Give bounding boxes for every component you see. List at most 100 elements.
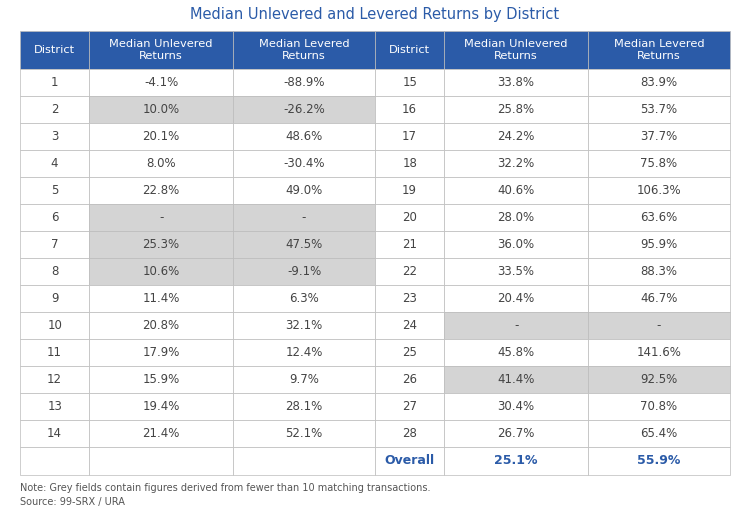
Text: Median Levered
Returns: Median Levered Returns xyxy=(259,39,350,61)
Text: 30.4%: 30.4% xyxy=(497,400,535,413)
Text: Overall: Overall xyxy=(385,455,435,467)
Text: 20.1%: 20.1% xyxy=(142,130,180,143)
Text: 8: 8 xyxy=(51,265,58,278)
Bar xyxy=(444,204,588,231)
Text: 83.9%: 83.9% xyxy=(640,76,677,89)
Text: 24: 24 xyxy=(402,319,417,332)
Text: Median Unlevered
Returns: Median Unlevered Returns xyxy=(110,39,213,61)
Bar xyxy=(20,420,89,447)
Text: 22.8%: 22.8% xyxy=(142,184,180,197)
Bar xyxy=(89,420,233,447)
Bar xyxy=(20,339,89,366)
Bar xyxy=(375,69,444,96)
Text: 32.2%: 32.2% xyxy=(497,157,535,170)
Text: 9.7%: 9.7% xyxy=(289,373,319,386)
Text: 3: 3 xyxy=(51,130,58,143)
Bar xyxy=(375,366,444,393)
Text: 25: 25 xyxy=(402,346,417,359)
Bar xyxy=(588,285,730,312)
Text: 6: 6 xyxy=(51,211,58,224)
Bar xyxy=(89,447,233,475)
Text: -: - xyxy=(514,319,518,332)
Text: -: - xyxy=(302,211,306,224)
Bar xyxy=(444,366,588,393)
Bar xyxy=(89,150,233,177)
Bar xyxy=(89,123,233,150)
Bar xyxy=(233,204,375,231)
Bar xyxy=(588,204,730,231)
Text: 26: 26 xyxy=(402,373,417,386)
Bar xyxy=(444,420,588,447)
Bar xyxy=(89,69,233,96)
Bar xyxy=(20,31,89,69)
Text: 41.4%: 41.4% xyxy=(497,373,535,386)
Bar xyxy=(20,366,89,393)
Bar xyxy=(444,258,588,285)
Bar xyxy=(233,231,375,258)
Bar xyxy=(444,285,588,312)
Text: -4.1%: -4.1% xyxy=(144,76,178,89)
Bar xyxy=(588,231,730,258)
Text: 17.9%: 17.9% xyxy=(142,346,180,359)
Bar xyxy=(588,447,730,475)
Bar xyxy=(233,312,375,339)
Bar xyxy=(20,69,89,96)
Text: 24.2%: 24.2% xyxy=(497,130,535,143)
Text: 9: 9 xyxy=(51,292,58,305)
Text: 65.4%: 65.4% xyxy=(640,427,678,440)
Text: 8.0%: 8.0% xyxy=(146,157,176,170)
Text: 70.8%: 70.8% xyxy=(640,400,677,413)
Text: 20: 20 xyxy=(402,211,417,224)
Bar xyxy=(233,69,375,96)
Bar xyxy=(375,258,444,285)
Text: -88.9%: -88.9% xyxy=(284,76,325,89)
Bar xyxy=(375,150,444,177)
Bar xyxy=(89,258,233,285)
Bar xyxy=(20,231,89,258)
Text: 32.1%: 32.1% xyxy=(285,319,322,332)
Text: Median Unlevered
Returns: Median Unlevered Returns xyxy=(464,39,568,61)
Bar xyxy=(375,204,444,231)
Bar xyxy=(89,339,233,366)
Bar xyxy=(375,393,444,420)
Text: 37.7%: 37.7% xyxy=(640,130,678,143)
Text: 20.4%: 20.4% xyxy=(497,292,535,305)
Bar xyxy=(233,339,375,366)
Bar xyxy=(588,420,730,447)
Bar xyxy=(233,285,375,312)
Bar xyxy=(20,393,89,420)
Text: 20.8%: 20.8% xyxy=(142,319,180,332)
Bar xyxy=(588,177,730,204)
Text: 2: 2 xyxy=(51,103,58,116)
Bar xyxy=(444,69,588,96)
Bar xyxy=(89,231,233,258)
Bar xyxy=(20,123,89,150)
Text: 106.3%: 106.3% xyxy=(637,184,681,197)
Text: Note: Grey fields contain figures derived from fewer than 10 matching transactio: Note: Grey fields contain figures derive… xyxy=(20,483,430,493)
Text: 45.8%: 45.8% xyxy=(497,346,535,359)
Bar xyxy=(444,123,588,150)
Text: 7: 7 xyxy=(51,238,58,251)
Text: 21: 21 xyxy=(402,238,417,251)
Text: 14: 14 xyxy=(47,427,62,440)
Text: Median Levered
Returns: Median Levered Returns xyxy=(614,39,704,61)
Text: 141.6%: 141.6% xyxy=(637,346,682,359)
Bar xyxy=(233,366,375,393)
Text: 18: 18 xyxy=(402,157,417,170)
Text: 21.4%: 21.4% xyxy=(142,427,180,440)
Text: Source: 99-SRX / URA: Source: 99-SRX / URA xyxy=(20,497,125,507)
Bar xyxy=(375,447,444,475)
Bar xyxy=(375,96,444,123)
Text: 33.5%: 33.5% xyxy=(497,265,535,278)
Bar xyxy=(20,447,89,475)
Text: -: - xyxy=(657,319,662,332)
Bar xyxy=(20,258,89,285)
Text: -30.4%: -30.4% xyxy=(284,157,325,170)
Bar xyxy=(375,312,444,339)
Bar xyxy=(89,204,233,231)
Bar xyxy=(588,150,730,177)
Text: 63.6%: 63.6% xyxy=(640,211,678,224)
Bar xyxy=(444,312,588,339)
Bar xyxy=(588,339,730,366)
Text: 10.6%: 10.6% xyxy=(142,265,180,278)
